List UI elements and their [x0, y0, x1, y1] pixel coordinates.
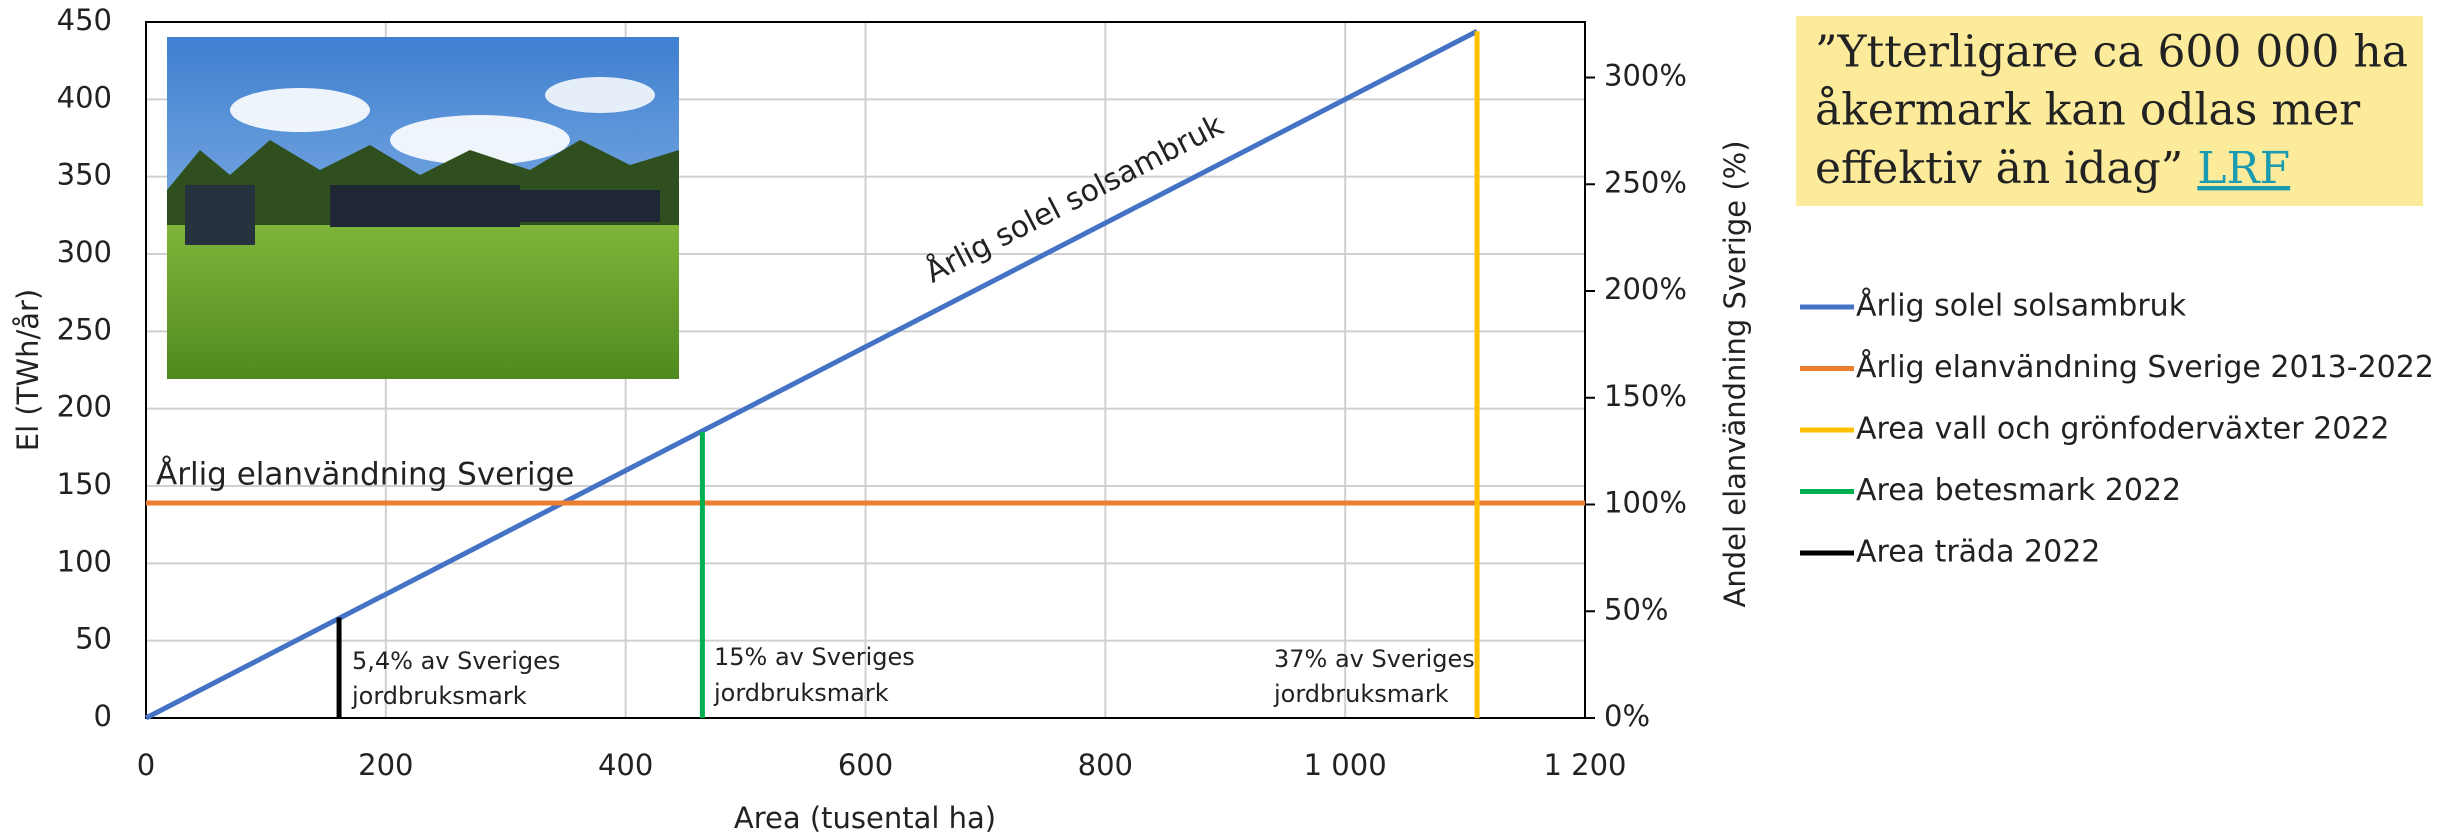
- y-tick-label: 50: [75, 622, 112, 656]
- y2-tick-label: 200%: [1604, 272, 1687, 306]
- quote-line: åkermark kan odlas mer: [1815, 85, 2361, 136]
- x-tick-label: 0: [137, 748, 155, 782]
- y2-tick-label: 50%: [1604, 592, 1668, 626]
- x-tick-label: 800: [1078, 748, 1133, 782]
- annotation: 15% av Sveriges: [714, 643, 915, 671]
- legend-label: Årlig elanvändning Sverige 2013-2022: [1856, 349, 2434, 385]
- series-layer: [144, 29, 1585, 721]
- x-tick-label: 1 200: [1543, 748, 1626, 782]
- quote-text: effektiv än idag”: [1815, 143, 2183, 194]
- y2-tick-label: 300%: [1604, 59, 1687, 93]
- legend-label: Årlig solel solsambruk: [1856, 288, 2187, 324]
- legend-label: Area träda 2022: [1856, 535, 2100, 570]
- y-tick-label: 150: [57, 467, 112, 501]
- y-tick-label: 100: [57, 544, 112, 578]
- x-tick-label: 200: [358, 748, 413, 782]
- quote-line: ”Ytterligare ca 600 000 ha: [1815, 27, 2408, 78]
- y-tick-label: 450: [57, 3, 112, 37]
- plot-frame: [145, 21, 1586, 719]
- photo: [167, 37, 679, 379]
- legend-label: Area betesmark 2022: [1856, 473, 2181, 508]
- y2-axis-title: Andel elanvändning Sverige (%): [1718, 140, 1752, 607]
- annotation: jordbruksmark: [1273, 680, 1449, 708]
- x-tick-label: 400: [598, 748, 653, 782]
- series-line: [144, 29, 1479, 721]
- y2-tick-label: 0%: [1604, 699, 1650, 733]
- quote-line: effektiv än idag” LRF: [1815, 143, 2290, 194]
- x-tick-label: 600: [838, 748, 893, 782]
- quote-box: ”Ytterligare ca 600 000 ha åkermark kan …: [1796, 16, 2423, 206]
- annotation: 37% av Sveriges: [1274, 645, 1475, 673]
- annotation: 5,4% av Sveriges: [352, 647, 560, 675]
- annotation: Årlig elanvändning Sverige: [156, 457, 574, 493]
- y-tick-label: 250: [57, 312, 112, 346]
- annotation: jordbruksmark: [351, 682, 527, 710]
- y2-tick-label: 250%: [1604, 165, 1687, 199]
- y2-tick-label: 100%: [1604, 486, 1687, 520]
- y-tick-label: 300: [57, 235, 112, 269]
- y2-tick-label: 150%: [1604, 379, 1687, 413]
- x-axis-title: Area (tusental ha): [734, 801, 996, 835]
- legend-label: Area vall och grönfoderväxter 2022: [1856, 412, 2389, 447]
- y-tick-label: 200: [57, 390, 112, 424]
- legend: Årlig solel solsambruk Årlig elanvändning…: [1800, 288, 2434, 570]
- quote-link[interactable]: LRF: [2197, 143, 2290, 194]
- annotation: jordbruksmark: [713, 679, 889, 707]
- x-tick-label: 1 000: [1304, 748, 1387, 782]
- y-tick-label: 0: [94, 699, 112, 733]
- y-tick-label: 400: [57, 80, 112, 114]
- y-axis-title: El (TWh/år): [11, 289, 45, 451]
- annotation: Årlig solel solsambruk: [919, 107, 1229, 291]
- y-tick-label: 350: [57, 158, 112, 192]
